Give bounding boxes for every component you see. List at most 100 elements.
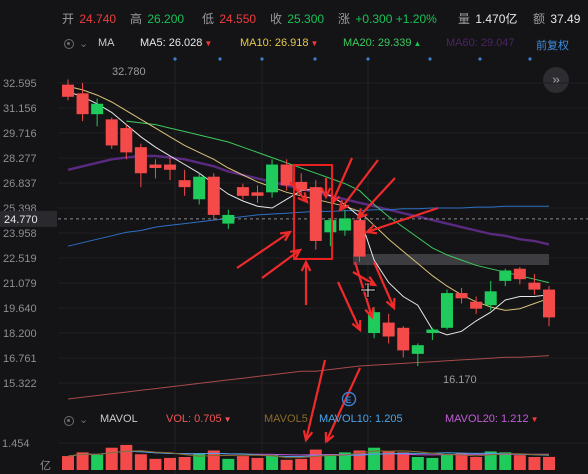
marker-dot: [366, 57, 370, 61]
volume-bar: [164, 457, 177, 470]
y-tick-label: 16.761: [3, 353, 37, 365]
annotation-arrowhead: [364, 306, 375, 320]
fast-forward-button[interactable]: »: [543, 67, 569, 93]
marker-dot: [478, 57, 482, 61]
volume-bar: [426, 457, 439, 470]
chevron-down-icon[interactable]: ⌄: [79, 38, 89, 50]
candle-body: [236, 187, 249, 196]
volume-bar: [251, 457, 264, 470]
annotation-arrow: [352, 271, 376, 286]
candle-body: [76, 93, 89, 115]
long-ma-line-blue: [67, 205, 549, 247]
settings-icon[interactable]: [64, 416, 74, 426]
annotation-arrowhead: [279, 230, 293, 242]
volume-bar: [193, 453, 206, 470]
candle-body: [295, 181, 308, 191]
volume-value: 量 1.470亿: [458, 12, 518, 26]
low-price: 低 24.550: [202, 12, 257, 26]
volume-bar: [397, 452, 410, 470]
candle-body: [193, 176, 206, 200]
candle-body: [309, 187, 322, 241]
candle-body: [455, 293, 468, 299]
candle-body: [353, 220, 366, 257]
candle-body: [440, 293, 453, 328]
annotation-arrowhead: [356, 208, 368, 220]
candle-body: [207, 176, 220, 215]
volume-bar: [295, 458, 308, 470]
adjust-mode-button[interactable]: 前复权: [536, 40, 569, 52]
y-tick-label: 28.277: [3, 153, 37, 165]
candle-body: [338, 218, 351, 231]
ma5-label: MA5: 26.028 ▼: [140, 37, 213, 49]
candle-body: [222, 214, 235, 224]
candle-body: [164, 164, 177, 170]
mavol10-line: [67, 450, 550, 457]
volume-bar: [120, 444, 133, 470]
y-tick-label: 19.640: [3, 303, 37, 315]
annotation-arrow: [330, 157, 354, 204]
volume-bar: [62, 456, 74, 470]
candle-body: [411, 345, 424, 354]
change-value: 涨 +0.300 +1.20%: [338, 12, 437, 26]
marker-dot: [260, 57, 264, 61]
candle-body: [105, 119, 118, 146]
annotation-arrow: [357, 177, 396, 219]
mavol5-label: MAVOL5: [264, 413, 308, 425]
volume-bar: [338, 452, 351, 470]
volume-bar: [528, 457, 541, 470]
annotation-arrowhead: [324, 431, 335, 445]
annotation-arrow: [366, 206, 439, 234]
marker-dot: [528, 57, 532, 61]
settings-icon[interactable]: [64, 39, 74, 49]
ma10-label: MA10: 26.918 ▼: [240, 37, 319, 49]
long-ma-line-red: [67, 355, 550, 400]
annotation-arrow: [236, 231, 291, 269]
volume-bar: [222, 458, 235, 470]
volume-bar: [484, 451, 497, 470]
annotation-arrowhead: [302, 429, 314, 443]
annotation-arrowhead: [320, 187, 332, 200]
volume-bar: [309, 449, 322, 470]
volume-bar: [76, 452, 89, 470]
candle-body: [470, 301, 483, 309]
high-extreme-label: 32.780: [112, 66, 146, 78]
amount-value: 额 37.49: [533, 12, 581, 26]
candle-body: [280, 164, 293, 186]
ma-indicator-bar: ⌄ MA MA5: 26.028 ▼ MA10: 26.918 ▼ MA20: 29…: [0, 33, 588, 55]
volume-bar: [105, 447, 118, 470]
marker-dot: [428, 57, 432, 61]
candle-body: [178, 180, 191, 188]
volume-bar: [455, 453, 468, 470]
marker-dot: [313, 57, 317, 61]
candle-body: [266, 164, 279, 193]
candle-body: [120, 128, 133, 153]
ma-indicator-select[interactable]: MA: [98, 37, 115, 49]
annotation-arrow: [261, 249, 301, 279]
vol-unit-label: 亿: [40, 459, 51, 472]
volume-indicator-select[interactable]: MAVOL: [100, 413, 138, 425]
candle-body: [397, 327, 410, 351]
vol-tick-label: 1.454: [2, 438, 30, 450]
y-tick-label: 18.200: [3, 328, 37, 340]
candle-body: [426, 329, 439, 334]
low-extreme-label: 16.170: [443, 374, 477, 386]
chevron-down-icon[interactable]: ⌄: [79, 414, 89, 426]
price-band: [353, 254, 549, 265]
candle-body: [251, 192, 264, 196]
candle-body: [382, 322, 395, 337]
candle-body: [513, 268, 526, 280]
candle-body: [528, 282, 541, 290]
ma20-line: [126, 120, 550, 284]
annotation-arrowhead: [330, 192, 341, 206]
highlight-box: [293, 164, 333, 260]
volume-bar: [91, 454, 104, 470]
annotation-arrow: [325, 367, 361, 443]
y-tick-label: 29.716: [3, 128, 37, 140]
candle-body: [499, 270, 512, 281]
quote-bar: 开 24.740 高 26.200 低 24.550 收 25.300 涨 +0…: [0, 0, 588, 32]
volume-bar: [178, 457, 191, 470]
annotation-arrowhead: [297, 192, 309, 204]
crosshair-icon: [361, 283, 375, 297]
volume-bar: [440, 454, 453, 470]
